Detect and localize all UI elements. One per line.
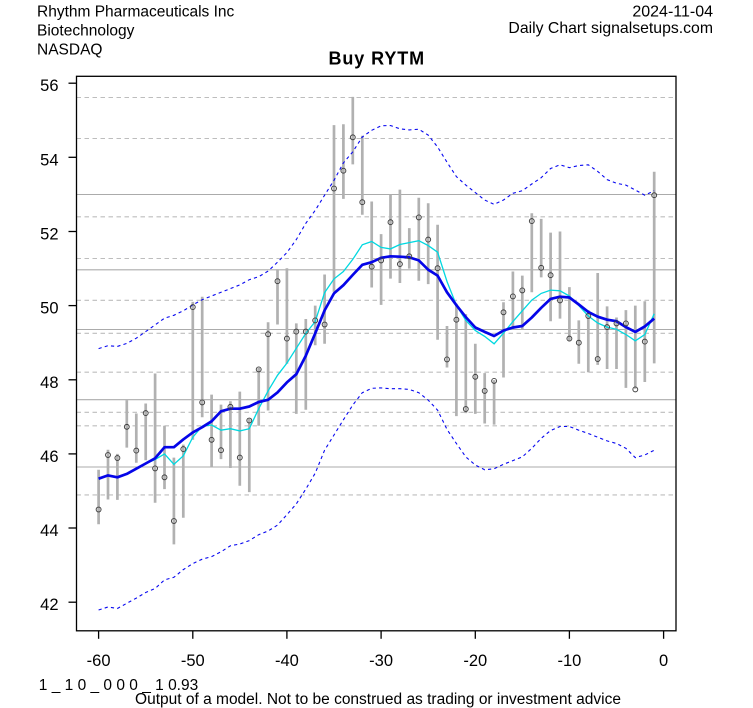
svg-text:-50: -50 [181,652,205,670]
svg-text:54: 54 [40,151,58,169]
svg-text:Output of a model. Not to be c: Output of a model. Not to be construed a… [135,691,621,708]
svg-text:56: 56 [40,77,58,95]
svg-text:-60: -60 [87,652,111,670]
svg-text:42: 42 [40,596,58,614]
svg-text:-30: -30 [369,652,393,670]
svg-text:NASDAQ: NASDAQ [37,42,102,59]
svg-text:-40: -40 [275,652,299,670]
svg-text:Rhythm Pharmaceuticals Inc: Rhythm Pharmaceuticals Inc [37,4,235,21]
svg-text:52: 52 [40,226,58,244]
svg-text:-10: -10 [557,652,581,670]
svg-text:Daily Chart signalsetups.com: Daily Chart signalsetups.com [508,20,713,37]
svg-text:50: 50 [40,300,58,318]
svg-text:Biotechnology: Biotechnology [37,23,135,40]
svg-text:44: 44 [40,522,58,540]
svg-text:2024-11-04: 2024-11-04 [632,4,713,21]
svg-text:Buy RYTM: Buy RYTM [329,49,426,69]
svg-text:1 _ 1 0 _ 0 0 0 _ 1 0.93: 1 _ 1 0 _ 0 0 0 _ 1 0.93 [39,677,198,694]
svg-text:46: 46 [40,448,58,466]
svg-text:0: 0 [659,652,668,670]
svg-text:48: 48 [40,374,58,392]
svg-text:-20: -20 [463,652,487,670]
